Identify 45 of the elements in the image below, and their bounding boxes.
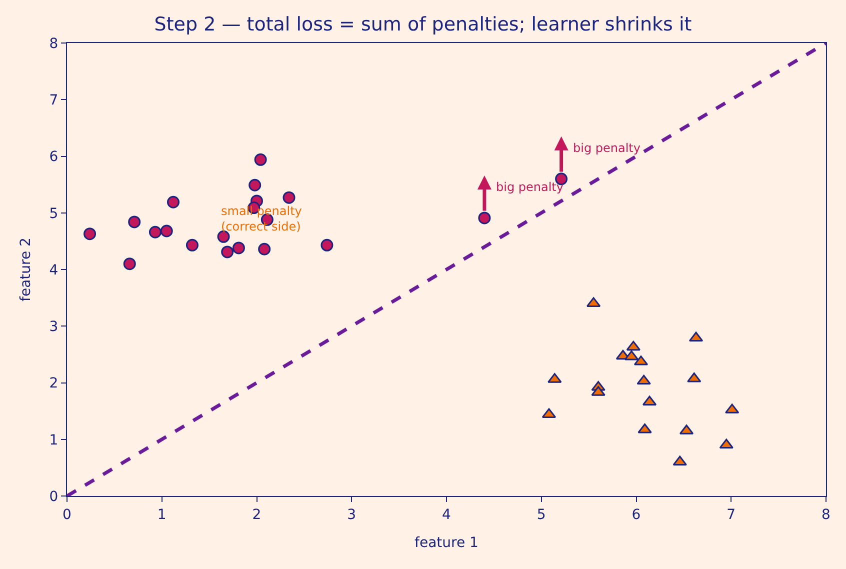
annotation: big penalty	[573, 141, 640, 155]
x-tick-label: 2	[252, 506, 262, 523]
point	[167, 196, 180, 208]
point	[221, 246, 234, 258]
chart-title: Step 2 — total loss = sum of penalties; learner shrinks it	[154, 13, 692, 36]
x-tick-label: 4	[442, 506, 452, 523]
point	[320, 238, 334, 252]
annotation: big penalty	[496, 180, 564, 194]
point	[254, 153, 267, 166]
point	[688, 332, 704, 342]
point	[672, 456, 687, 466]
x-tick-label: 7	[726, 506, 736, 523]
point	[258, 242, 271, 256]
point	[719, 438, 734, 449]
x-axis-title: feature 1	[414, 535, 478, 552]
y-tick-label: 1	[49, 432, 58, 448]
x-tick-label: 8	[822, 506, 830, 523]
x-tick-label: 1	[157, 506, 166, 523]
point	[160, 224, 173, 238]
point	[282, 191, 296, 204]
y-tick-label: 5	[49, 206, 58, 222]
y-tick-label: 7	[49, 92, 58, 109]
point	[232, 242, 245, 254]
y-tick-label: 4	[49, 262, 58, 278]
point	[148, 226, 162, 238]
point	[186, 238, 198, 252]
x-tick-label: 6	[632, 506, 641, 523]
y-tick-label: 3	[49, 319, 58, 336]
y-tick-label: 0	[49, 488, 58, 505]
x-tick-label: 3	[347, 506, 356, 523]
point	[478, 212, 491, 224]
point	[626, 340, 640, 351]
point	[84, 228, 96, 240]
point	[636, 374, 651, 385]
point	[248, 178, 262, 192]
x-tick-label: 0	[62, 506, 72, 523]
point	[624, 350, 639, 360]
y-tick-label: 6	[49, 149, 58, 166]
x-tick-label: 5	[536, 506, 546, 523]
y-tick-label: 2	[49, 376, 58, 392]
annotation: small penalty (correct side)	[221, 204, 302, 234]
point	[123, 258, 136, 270]
y-tick-label: 8	[49, 36, 58, 52]
y-axis-title: feature 2	[18, 238, 34, 302]
point	[128, 216, 141, 228]
